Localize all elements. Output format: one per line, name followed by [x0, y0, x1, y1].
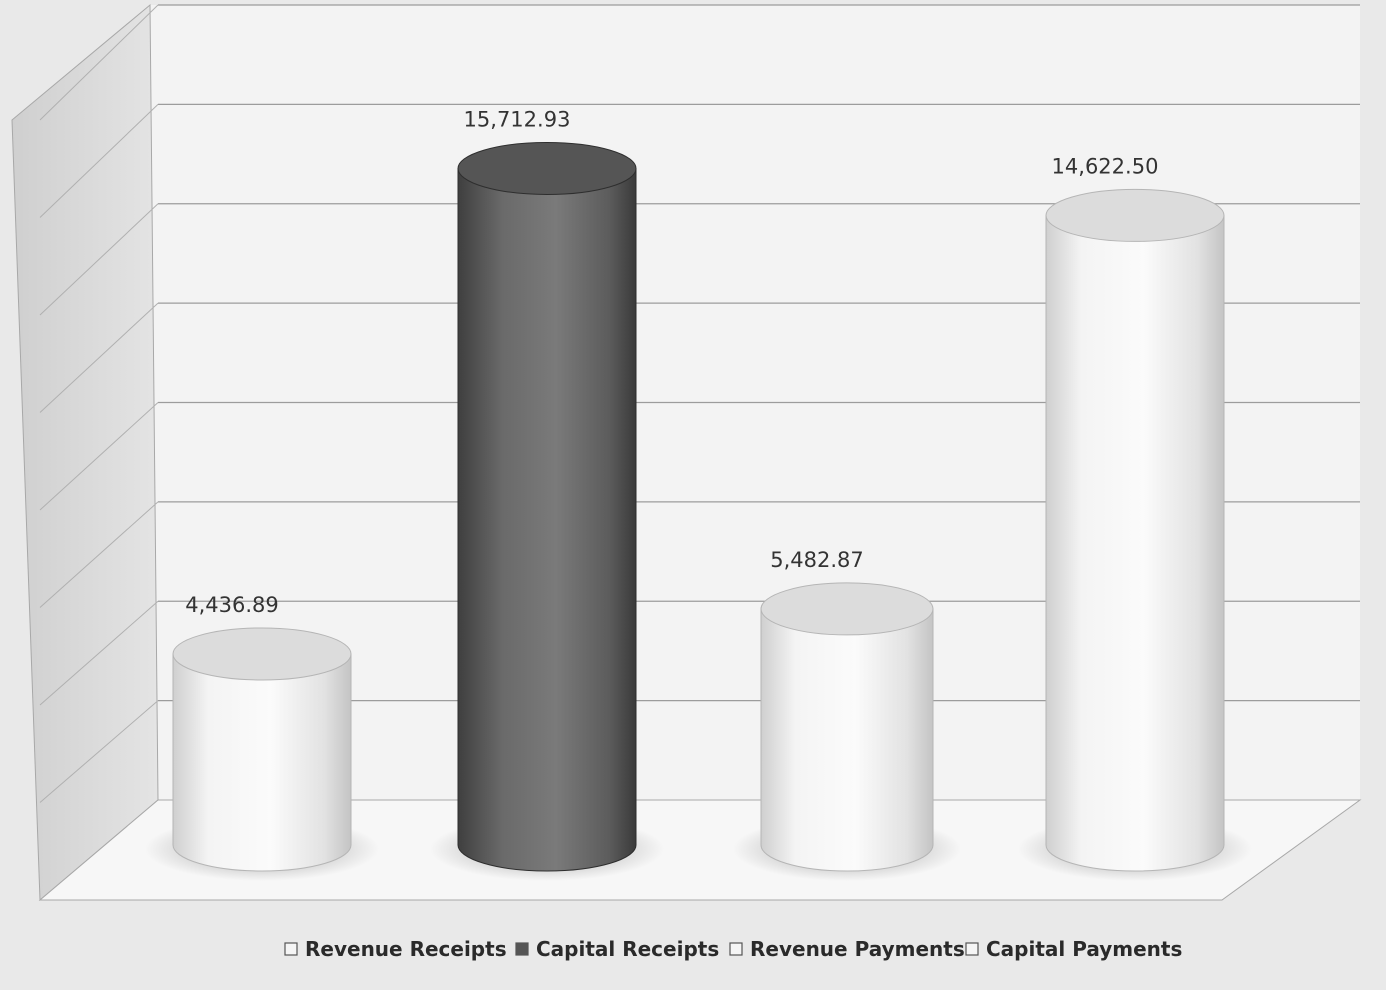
data-labels-group: 4,436.89 15,712.93 5,482.87 14,622.50 [185, 107, 1158, 616]
legend: Revenue Receipts Capital Receipts Revenue … [284, 937, 1182, 961]
floor [38, 799, 1362, 901]
bar-revenue-receipts [145, 627, 379, 881]
bars-group [145, 141, 1252, 881]
bar-capital-receipts [430, 141, 664, 881]
legend-label: Revenue Payments [750, 937, 965, 961]
bar-top-cap [172, 627, 352, 681]
bar-top-cap [760, 582, 934, 636]
bar-top-cap [1045, 188, 1225, 242]
gridline-side [39, 104, 159, 218]
bar-top-cap [457, 141, 637, 195]
bar-body [172, 653, 352, 872]
gridline-side [39, 501, 159, 608]
legend-swatch [729, 942, 743, 956]
gridline-side [39, 600, 159, 706]
legend-swatch [515, 942, 529, 956]
gridline-side [39, 302, 159, 413]
legend-label: Capital Payments [986, 937, 1182, 961]
data-label: 14,622.50 [1052, 154, 1159, 178]
side-wall [11, 3, 159, 902]
legend-label: Revenue Receipts [305, 937, 507, 961]
legend-label: Capital Receipts [536, 937, 719, 961]
bar-capital-payments [1018, 188, 1252, 881]
data-label: 15,712.93 [464, 107, 571, 131]
data-label: 5,482.87 [770, 548, 864, 572]
legend-swatch [284, 942, 298, 956]
bar-body [1045, 214, 1225, 872]
bar-body [760, 608, 934, 872]
gridline-side [39, 4, 159, 121]
bar-body [457, 167, 637, 872]
gridline-side [39, 203, 159, 316]
gridline-side [39, 700, 159, 803]
bar-revenue-payments [733, 582, 961, 881]
gridline-side [39, 402, 159, 511]
legend-swatch [965, 942, 979, 956]
data-label: 4,436.89 [185, 593, 279, 617]
